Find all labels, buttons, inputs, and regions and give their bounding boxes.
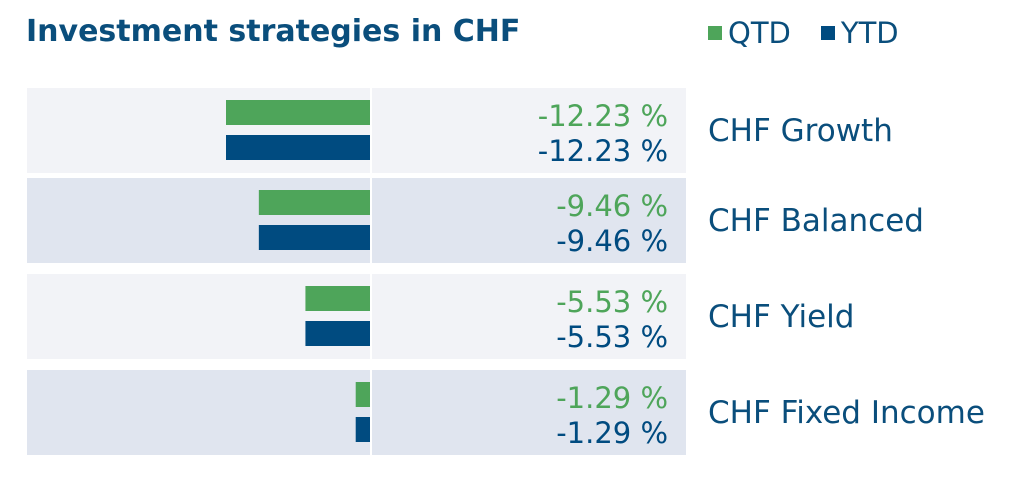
legend-label-ytd: YTD — [840, 16, 899, 50]
legend-label-qtd: QTD — [728, 16, 791, 50]
bar-qtd-chf-fixed-income — [355, 382, 371, 407]
value-label-qtd-chf-fixed-income: -1.29 % — [556, 381, 668, 415]
bar-ytd-chf-balanced — [258, 225, 371, 250]
category-label-chf-fixed-income: CHF Fixed Income — [708, 395, 985, 431]
value-label-ytd-chf-balanced: -9.46 % — [556, 224, 668, 258]
bar-ytd-chf-fixed-income — [355, 417, 371, 442]
chart-title: Investment strategies in CHF — [26, 14, 521, 49]
value-label-ytd-chf-growth: -12.23 % — [538, 134, 668, 168]
bar-qtd-chf-balanced — [258, 190, 371, 215]
category-label-chf-growth: CHF Growth — [708, 113, 893, 149]
bar-qtd-chf-growth — [226, 100, 371, 125]
legend-swatch-ytd — [820, 26, 835, 40]
bar-ytd-chf-growth — [226, 135, 371, 160]
legend-item-ytd: YTD — [820, 16, 899, 50]
bar-qtd-chf-yield — [305, 286, 371, 311]
legend-item-qtd: QTD — [708, 16, 791, 50]
legend: QTD YTD — [708, 16, 929, 50]
value-label-ytd-chf-yield: -5.53 % — [556, 320, 668, 354]
value-label-qtd-chf-growth: -12.23 % — [538, 99, 668, 133]
legend-swatch-qtd — [708, 26, 722, 40]
value-label-qtd-chf-yield: -5.53 % — [556, 285, 668, 319]
value-label-ytd-chf-fixed-income: -1.29 % — [556, 416, 668, 450]
value-label-qtd-chf-balanced: -9.46 % — [556, 189, 668, 223]
category-label-chf-yield: CHF Yield — [708, 299, 854, 335]
bar-ytd-chf-yield — [305, 321, 371, 346]
category-label-chf-balanced: CHF Balanced — [708, 203, 924, 239]
